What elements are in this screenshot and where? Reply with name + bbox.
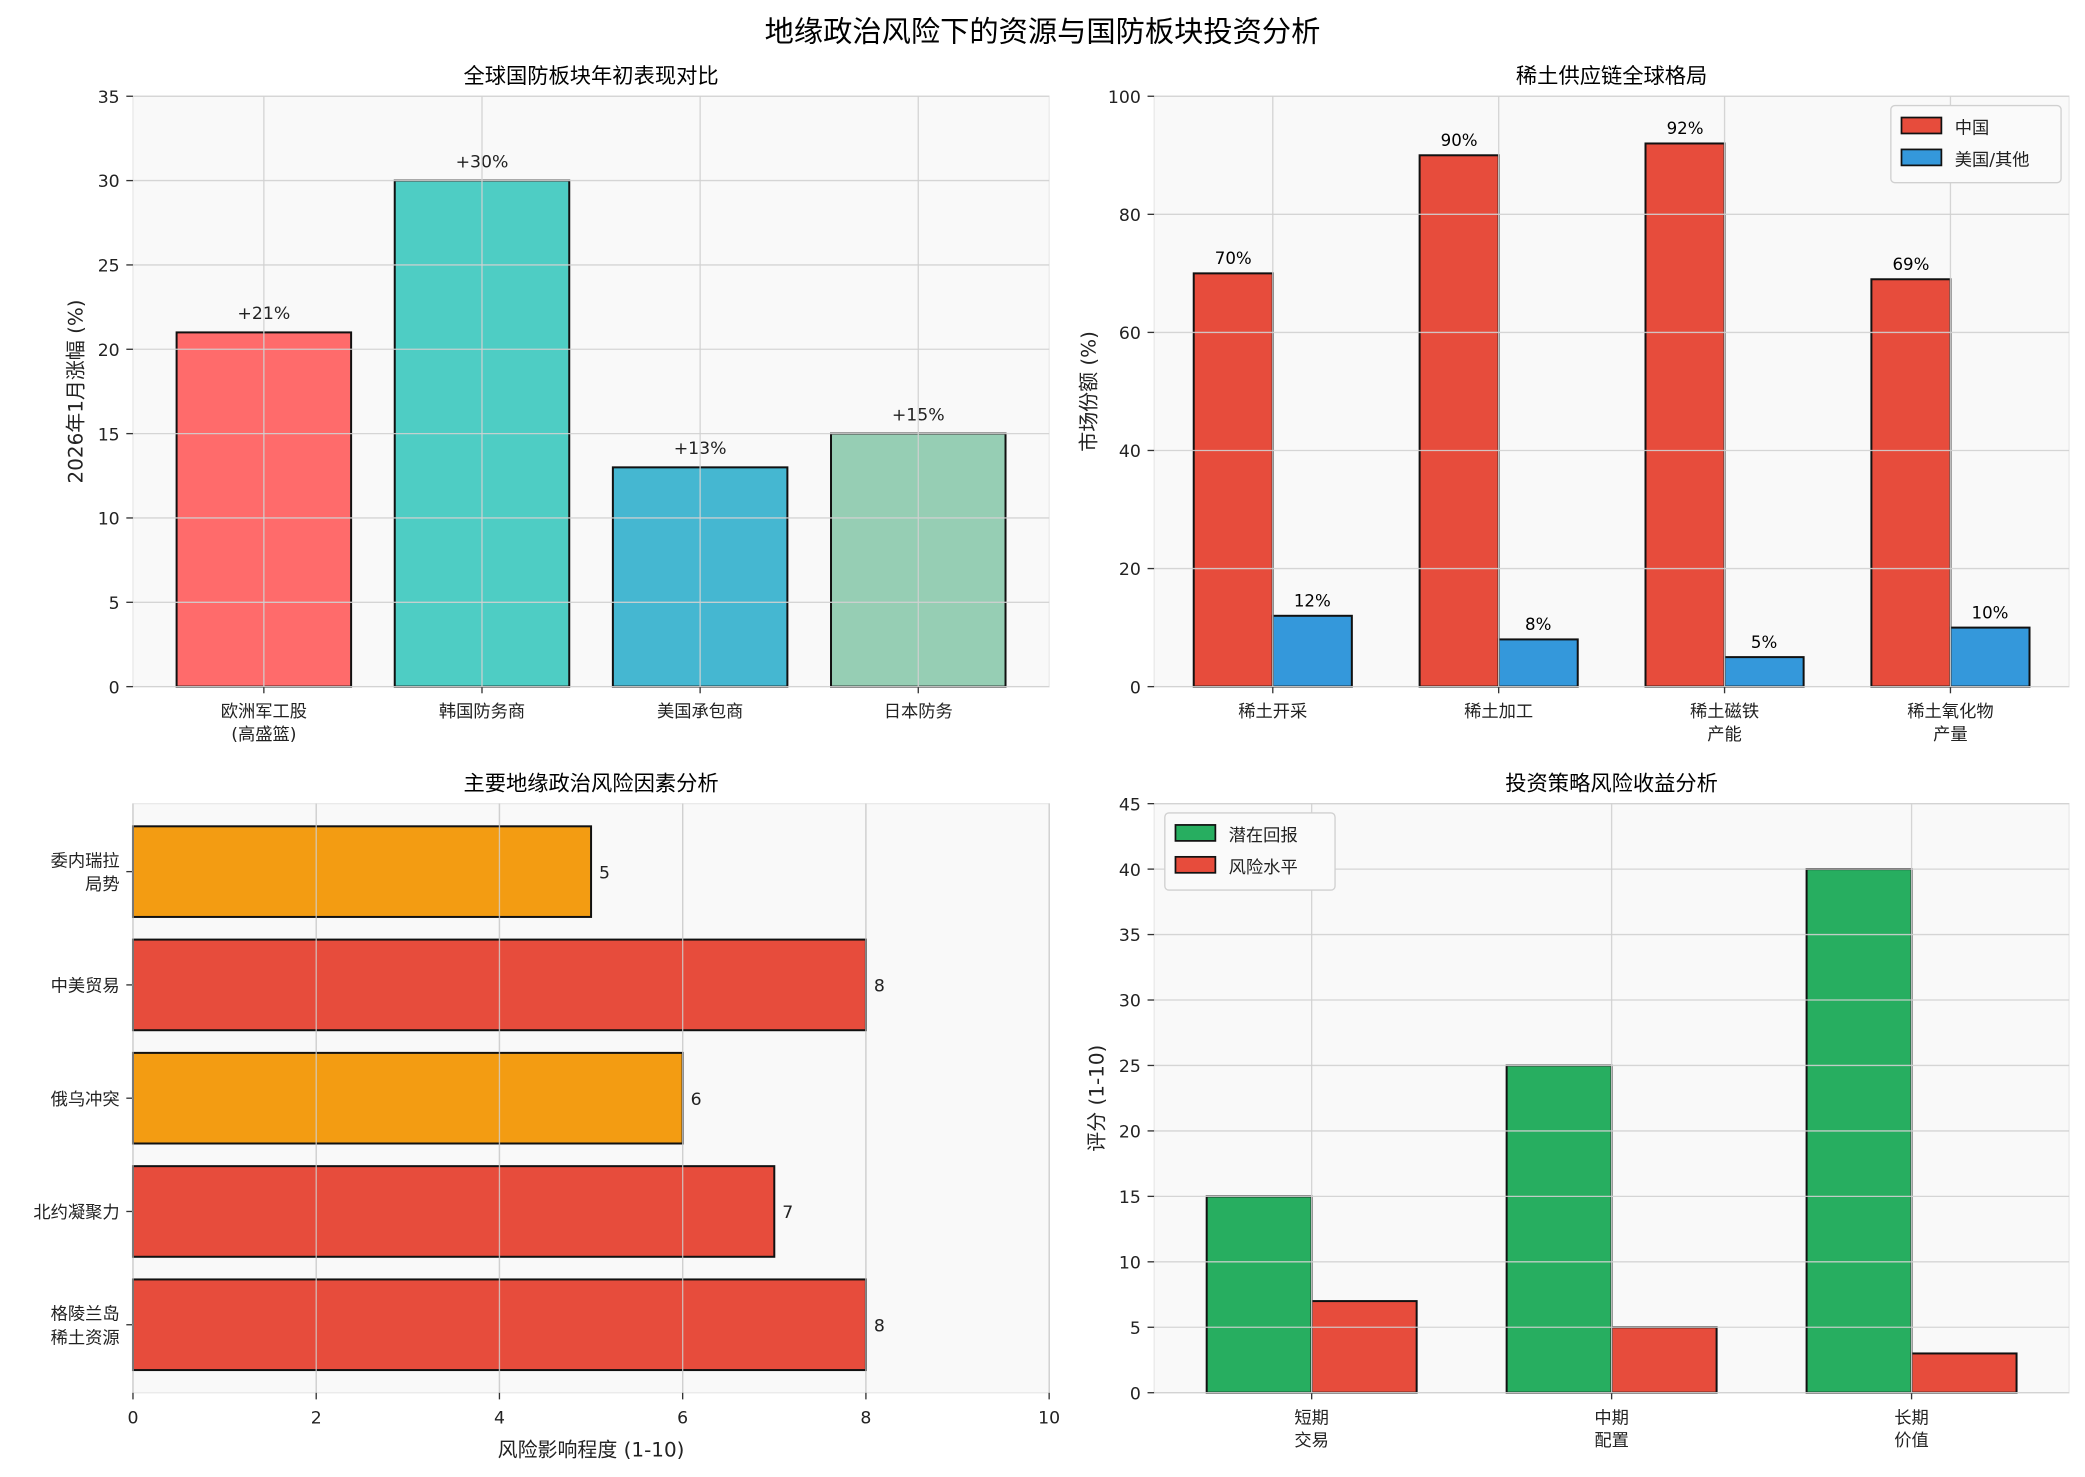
y-axis-label: 市场份额 (%) bbox=[1077, 331, 1101, 452]
bar bbox=[1723, 656, 1805, 688]
chart-title: 全球国防板块年初表现对比 bbox=[463, 64, 718, 89]
x-tick-label: 稀土开采 bbox=[1238, 702, 1307, 722]
y-tick-label: 80 bbox=[1119, 206, 1141, 226]
x-tick-label: 6 bbox=[677, 1408, 688, 1428]
legend-label: 美国/其他 bbox=[1955, 150, 2030, 170]
y-tick-label: 40 bbox=[1119, 442, 1141, 462]
y-tick-label: 100 bbox=[1108, 88, 1141, 108]
y-tick-label: 0 bbox=[1130, 678, 1141, 698]
x-tick-label: 10 bbox=[1038, 1408, 1060, 1428]
x-tick-label: 4 bbox=[494, 1408, 505, 1428]
y-tick-label: 15 bbox=[1119, 1188, 1141, 1208]
y-axis-label: 评分 (1-10) bbox=[1085, 1045, 1109, 1152]
y-tick-label: 北约凝聚力 bbox=[33, 1203, 119, 1223]
data-label: 5 bbox=[599, 863, 610, 883]
x-tick-label: 欧洲军工股(高盛篮) bbox=[221, 702, 307, 745]
bar bbox=[131, 825, 593, 918]
legend-swatch bbox=[1900, 148, 1943, 167]
y-tick-label: 20 bbox=[98, 341, 120, 361]
y-tick-label: 25 bbox=[98, 257, 120, 277]
chart-title: 投资策略风险收益分析 bbox=[1505, 771, 1718, 796]
bar bbox=[1910, 1352, 2018, 1394]
y-tick-label: 60 bbox=[1119, 324, 1141, 344]
y-tick-label: 5 bbox=[1130, 1319, 1141, 1339]
data-label: 5% bbox=[1751, 633, 1777, 652]
chart-1: 稀土供应链全球格局 0 20 40 60 80 100 稀土开采 稀土加工 稀土磁铁产能 稀土氧化物… bbox=[1077, 64, 2070, 745]
bar bbox=[1192, 272, 1274, 688]
bar bbox=[1870, 278, 1952, 688]
data-label: 12% bbox=[1294, 591, 1331, 610]
x-tick-label: 稀土加工 bbox=[1464, 702, 1533, 722]
x-tick-label: 0 bbox=[127, 1408, 138, 1428]
chart-2: 主要地缘政治风险因素分析 0 2 4 6 8 10 格陵兰岛稀土资源 8 北约凝聚力 7 俄乌冲突 6 中… bbox=[33, 771, 1060, 1461]
figure-title: 地缘政治风险下的资源与国防板块投资分析 bbox=[765, 15, 1321, 49]
legend-swatch bbox=[1174, 824, 1217, 842]
data-label: 7 bbox=[782, 1203, 793, 1223]
y-axis-label: 2026年1月涨幅 (%) bbox=[63, 299, 87, 483]
y-tick-label: 中美贸易 bbox=[51, 977, 120, 997]
y-tick-label: 30 bbox=[1119, 992, 1141, 1012]
x-tick-label: 日本防务 bbox=[884, 702, 953, 722]
bar bbox=[131, 1051, 684, 1145]
y-tick-label: 俄乌冲突 bbox=[51, 1090, 120, 1110]
y-tick-label: 20 bbox=[1119, 560, 1141, 580]
y-tick-label: 10 bbox=[98, 510, 120, 530]
bar bbox=[1497, 638, 1579, 688]
data-label: 6 bbox=[691, 1090, 702, 1110]
x-tick-label: 2 bbox=[311, 1408, 322, 1428]
chart-title: 稀土供应链全球格局 bbox=[1516, 64, 1707, 89]
legend-label: 风险水平 bbox=[1229, 858, 1298, 878]
y-tick-label: 20 bbox=[1119, 1123, 1141, 1143]
data-label: 8 bbox=[874, 1316, 885, 1336]
chart-title: 主要地缘政治风险因素分析 bbox=[463, 771, 718, 796]
bar bbox=[131, 1165, 776, 1258]
x-tick-label: 长期价值 bbox=[1894, 1408, 1929, 1451]
y-tick-label: 5 bbox=[109, 594, 120, 614]
legend-label: 潜在回报 bbox=[1229, 826, 1298, 846]
x-tick-label: 稀土氧化物产量 bbox=[1907, 702, 1993, 745]
bar bbox=[1644, 142, 1726, 688]
y-tick-label: 15 bbox=[98, 425, 120, 445]
x-tick-label: 稀土磁铁产能 bbox=[1690, 702, 1759, 745]
y-tick-label: 委内瑞拉局势 bbox=[51, 851, 120, 895]
bar bbox=[1310, 1300, 1418, 1394]
data-label: 8% bbox=[1525, 615, 1551, 634]
data-label: 8 bbox=[874, 977, 885, 997]
y-tick-label: 35 bbox=[1119, 926, 1141, 946]
bar bbox=[1949, 626, 2031, 688]
bar bbox=[1271, 614, 1353, 688]
bar bbox=[1505, 1064, 1613, 1394]
bar bbox=[1610, 1326, 1718, 1394]
x-tick-label: 短期交易 bbox=[1294, 1408, 1329, 1451]
x-tick-label: 美国承包商 bbox=[657, 702, 743, 722]
legend-swatch bbox=[1174, 855, 1217, 874]
bar bbox=[1205, 1195, 1313, 1394]
y-tick-label: 10 bbox=[1119, 1253, 1141, 1273]
data-label: 69% bbox=[1892, 255, 1929, 274]
y-tick-label: 0 bbox=[109, 678, 120, 698]
x-tick-label: 中期配置 bbox=[1594, 1408, 1629, 1451]
chart-3: 投资策略风险收益分析 0 5 10 15 20 25 30 35 40 45 短期交易 中期配置 长期价值… bbox=[1085, 771, 2070, 1451]
data-label: 70% bbox=[1215, 249, 1252, 268]
data-label: 90% bbox=[1441, 131, 1478, 150]
bar bbox=[1418, 154, 1500, 688]
data-label: 10% bbox=[1972, 603, 2009, 622]
y-tick-label: 40 bbox=[1119, 861, 1141, 881]
y-tick-label: 30 bbox=[98, 172, 120, 192]
chart-0: 全球国防板块年初表现对比 0 5 10 15 20 25 30 35 欧洲军工股(高盛篮) 韩国防务… bbox=[63, 64, 1050, 745]
legend-swatch bbox=[1900, 116, 1943, 135]
legend-label: 中国 bbox=[1955, 118, 1990, 138]
y-tick-label: 35 bbox=[98, 88, 120, 108]
x-tick-label: 8 bbox=[860, 1408, 871, 1428]
x-tick-label: 韩国防务商 bbox=[439, 702, 525, 722]
y-tick-label: 格陵兰岛稀土资源 bbox=[51, 1304, 120, 1348]
y-tick-label: 25 bbox=[1119, 1057, 1141, 1077]
x-axis-label: 风险影响程度 (1-10) bbox=[498, 1438, 685, 1462]
y-tick-label: 0 bbox=[1130, 1384, 1141, 1404]
data-label: 92% bbox=[1667, 119, 1704, 138]
y-tick-label: 45 bbox=[1119, 795, 1141, 815]
